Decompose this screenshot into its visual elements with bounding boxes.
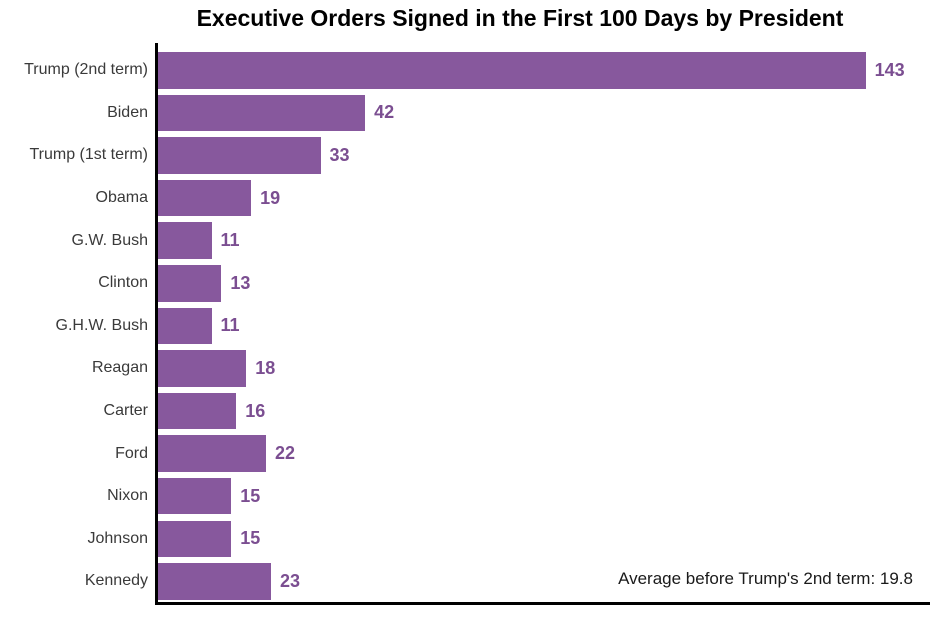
value-label: 16 [245,400,266,421]
category-label: Reagan [91,359,148,377]
bar-row: Johnson 15 [0,518,936,561]
bar-row: Trump (2nd term) 143 [0,49,936,92]
value-label: 11 [220,315,240,336]
bar-row: G.W. Bush 11 [0,219,936,262]
bar [157,137,321,174]
category-label: G.H.W. Bush [55,316,148,334]
bar [157,477,232,515]
value-label: 19 [260,187,281,208]
bar [157,94,366,132]
bar-row: Biden 42 [0,92,936,135]
value-label: 143 [874,59,905,80]
bar [157,350,247,387]
value-label: 15 [240,485,261,506]
bar-row: G.H.W. Bush 11 [0,305,936,348]
bar [157,435,266,472]
value-label: 15 [240,528,261,549]
bar [157,563,271,600]
value-label: 22 [275,443,296,464]
y-axis-spine [155,43,158,605]
bar [157,52,866,89]
category-label: Clinton [98,274,148,292]
value-label: 33 [329,144,350,165]
chart-title: Executive Orders Signed in the First 100… [196,5,844,31]
value-label: 13 [230,272,251,293]
category-label: Kennedy [84,572,148,590]
category-label: Ford [115,444,148,462]
bar [157,179,252,217]
bar-row: Ford 22 [0,432,936,475]
value-label: 18 [255,357,276,378]
category-label: Johnson [87,529,149,547]
category-label: Trump (1st term) [29,146,148,164]
bar-rows: Trump (2nd term) 143 Biden 42 Trump (1st ter… [0,49,936,603]
category-label: Biden [107,103,148,121]
x-axis-spine [155,602,930,605]
value-label: 11 [220,230,240,251]
bar [157,307,212,345]
category-label: Carter [103,402,148,420]
bar-row: Trump (1st term) 33 [0,134,936,177]
value-label: 23 [280,570,301,591]
bar [157,520,232,558]
bar-row: Kennedy 23 [0,560,936,603]
category-label: Obama [95,189,148,207]
bar-row: Clinton 13 [0,262,936,305]
bar-row: Nixon 15 [0,475,936,518]
bar [157,222,212,259]
category-label: Trump (2nd term) [24,61,148,79]
bar [157,392,237,430]
bar-row: Reagan 18 [0,347,936,390]
bar [157,265,222,302]
category-label: G.W. Bush [71,231,148,249]
category-label: Nixon [107,487,148,505]
value-label: 42 [374,102,395,123]
average-annotation: Average before Trump's 2nd term: 19.8 [618,569,913,588]
bar-row: Carter 16 [0,390,936,433]
bar-row: Obama 19 [0,177,936,220]
